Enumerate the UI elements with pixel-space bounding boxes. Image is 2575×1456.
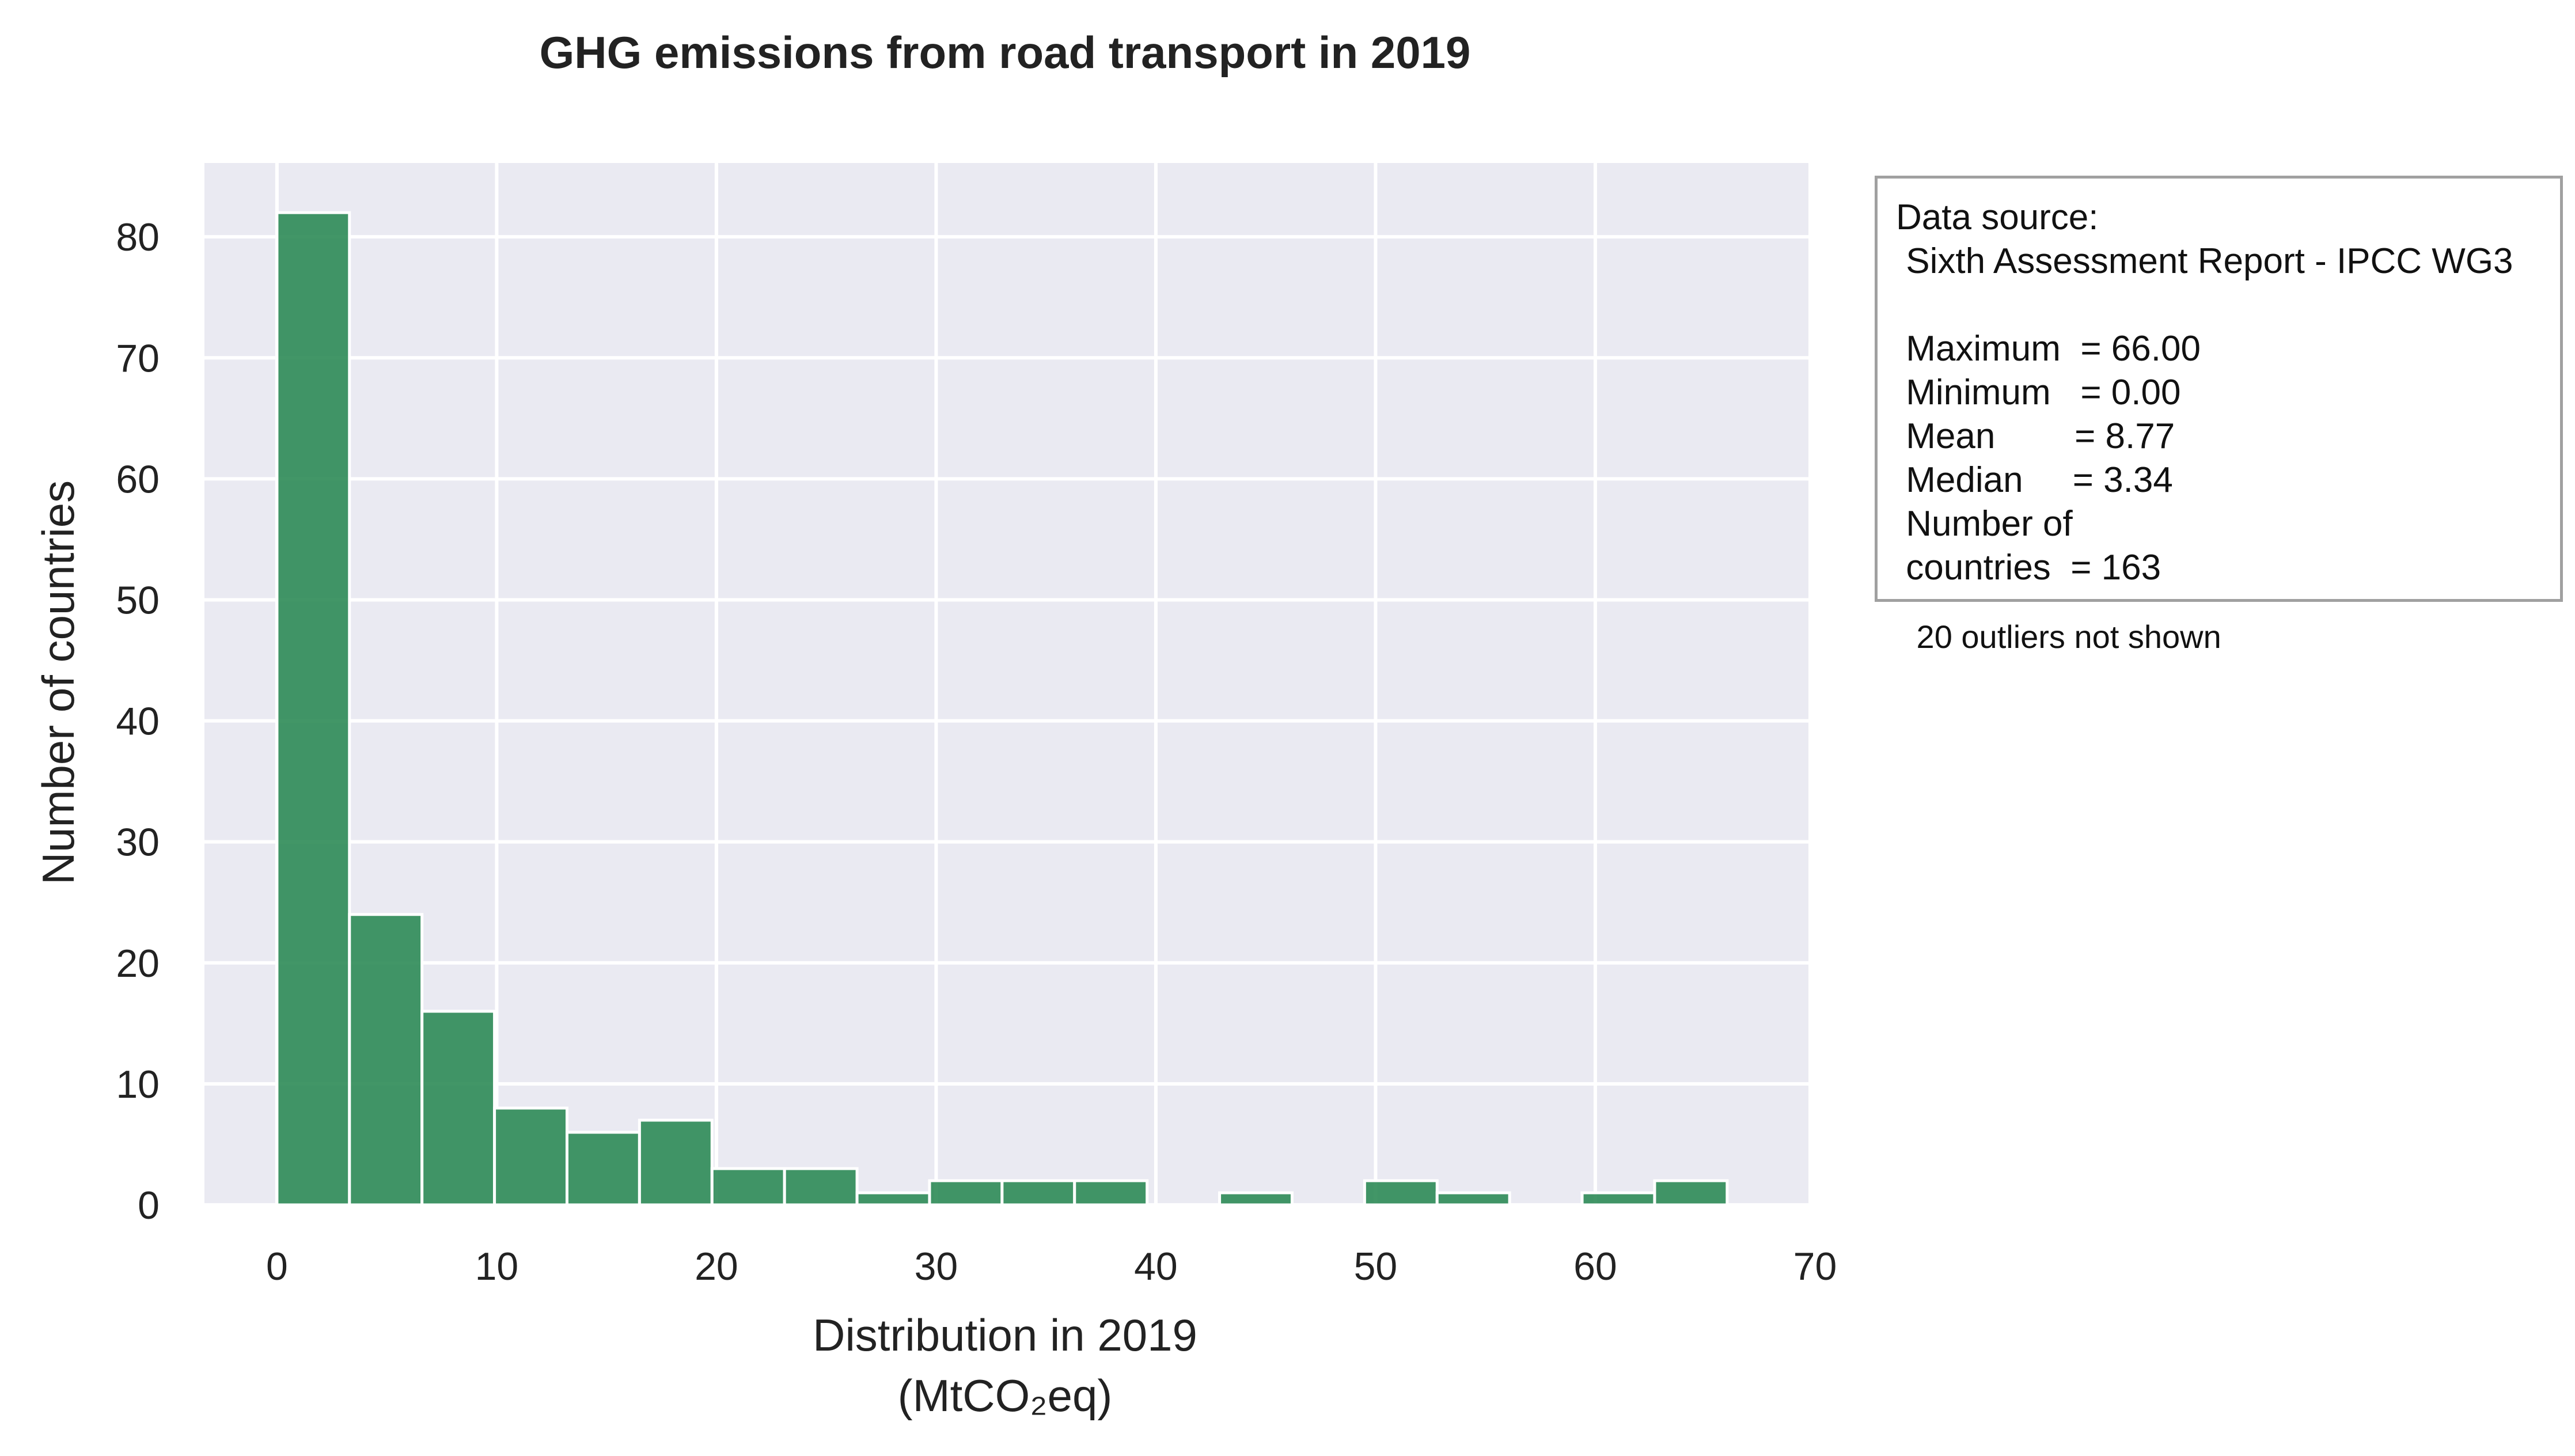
y-tick-label: 80 [116,215,160,259]
histogram-bar [420,1010,496,1207]
histogram-bar [1000,1179,1076,1207]
infobox-line: countries = 163 [1896,548,2161,587]
infobox-line: Median = 3.34 [1896,460,2173,500]
y-tick-label: 60 [116,457,160,501]
histogram-bar [1218,1191,1294,1207]
infobox-line [1896,283,2543,327]
x-tick-label: 30 [915,1245,958,1288]
histogram-bar [710,1167,786,1207]
histogram-bar [638,1118,714,1207]
histogram-bar [565,1131,641,1207]
y-tick-label: 0 [138,1184,160,1227]
infobox-line: Mean = 8.77 [1896,416,2175,456]
x-tick-label: 60 [1573,1245,1617,1288]
x-tick-label: 0 [266,1245,288,1288]
histogram-bar [1363,1179,1439,1207]
infobox-line: Number of [1896,504,2073,544]
x-axis-unit: (MtCO₂eq) [898,1370,1113,1421]
histogram-bar [783,1167,859,1207]
histogram-bar [493,1106,568,1207]
x-tick-label: 70 [1793,1245,1837,1288]
histogram-bar [928,1179,1004,1207]
histogram-bar [275,211,351,1207]
x-axis-label: Distribution in 2019 [813,1310,1197,1360]
y-tick-label: 40 [116,700,160,744]
histogram-bar [1653,1179,1729,1207]
y-tick-label: 30 [116,821,160,864]
y-tick-label: 10 [116,1063,160,1106]
histogram-bar [1073,1179,1149,1207]
chart-title: GHG emissions from road transport in 201… [540,27,1471,78]
infobox-line: Data source: [1896,198,2099,237]
infobox-line: Sixth Assessment Report - IPCC WG3 [1896,241,2513,281]
data-source-box: Data source: Sixth Assessment Report - I… [1875,176,2563,602]
x-tick-label: 40 [1134,1245,1178,1288]
histogram-bar [1580,1191,1656,1207]
infobox-line: Maximum = 66.00 [1896,329,2201,369]
x-tick-label: 20 [695,1245,738,1288]
y-tick-label: 50 [116,578,160,622]
histogram-bar [855,1191,931,1207]
x-tick-label: 50 [1354,1245,1398,1288]
plot-area: 0 10 20 30 40 50 60 70 0 10 20 30 40 50 60 70 80 [116,163,1837,1288]
outliers-note: 20 outliers not shown [1907,619,2221,655]
y-tick-label: 20 [116,942,160,985]
y-axis-label: Number of countries [33,480,84,885]
histogram-bar [1435,1191,1511,1207]
histogram-bar [348,913,424,1207]
infobox-line: Minimum = 0.00 [1896,373,2181,412]
x-tick-label: 10 [475,1245,519,1288]
y-tick-label: 70 [116,336,160,380]
